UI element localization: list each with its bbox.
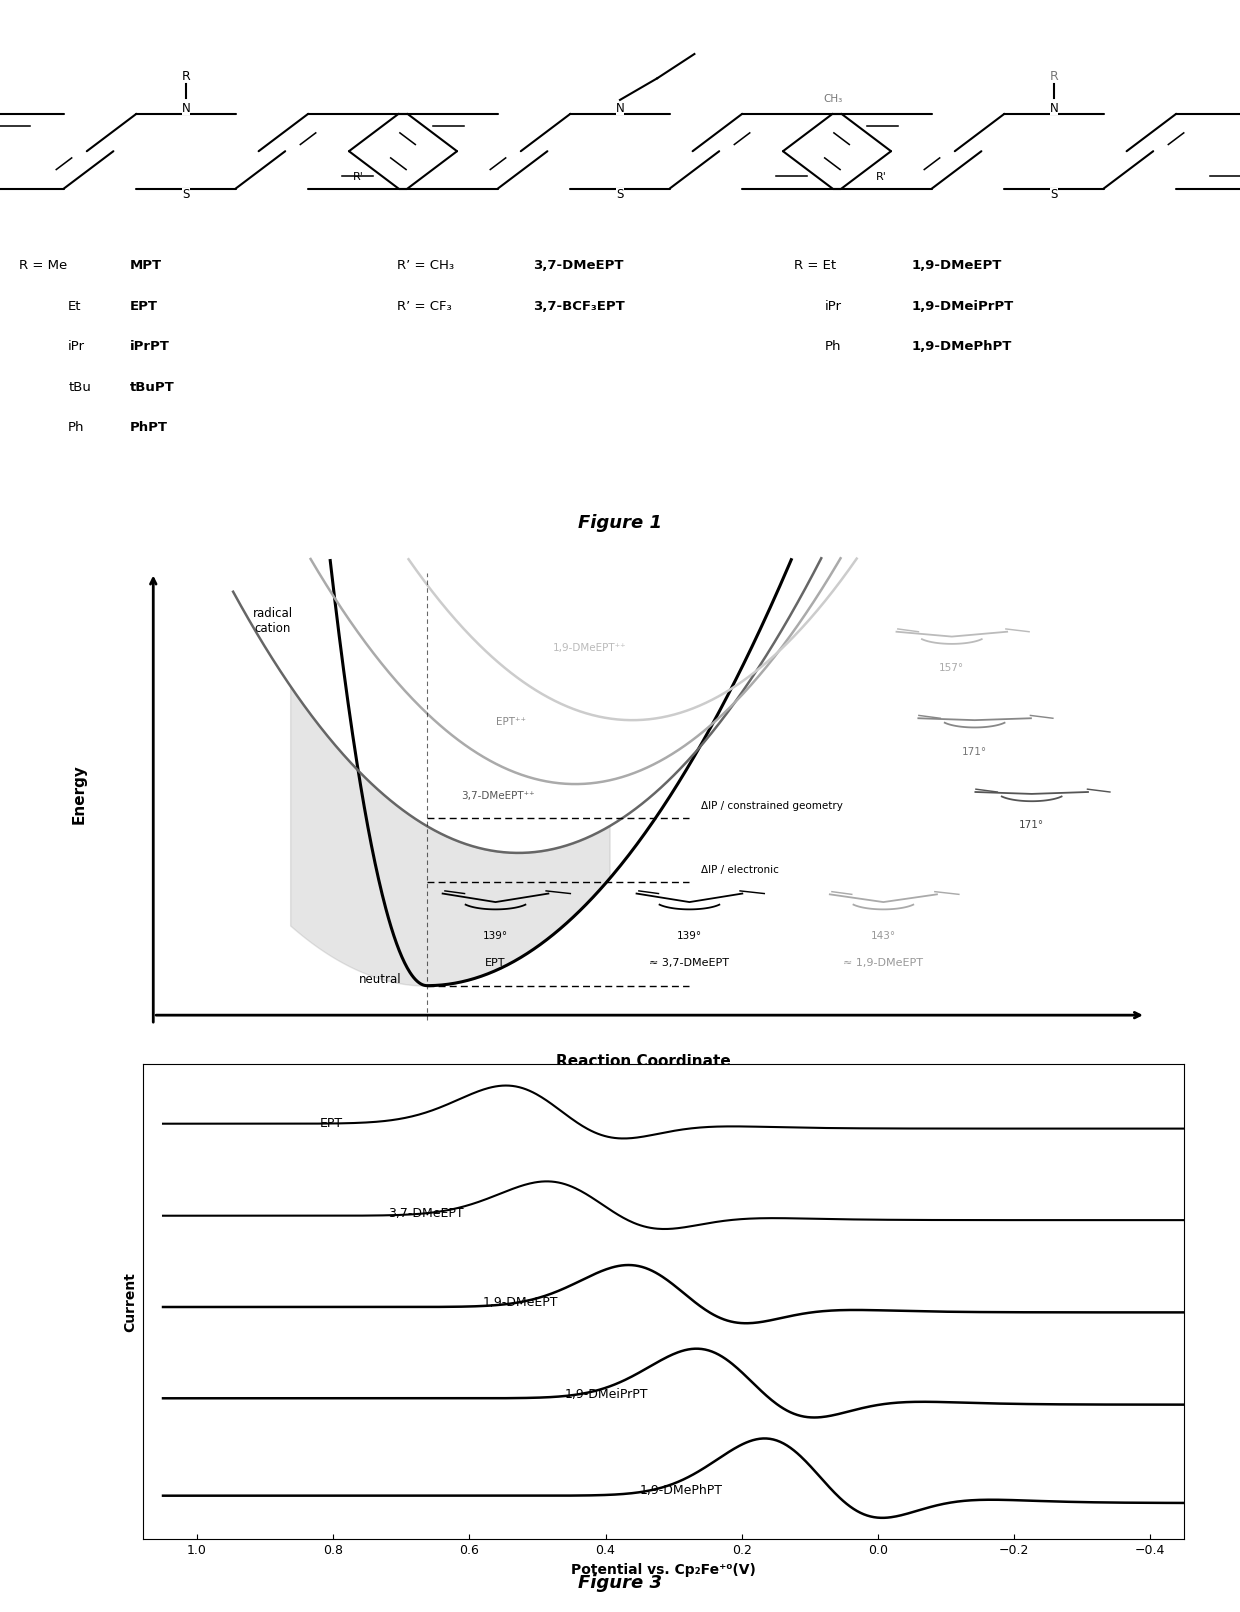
X-axis label: Potential vs. Cp₂Fe⁺⁰(V): Potential vs. Cp₂Fe⁺⁰(V) [570,1564,756,1577]
Text: R’ = CF₃: R’ = CF₃ [397,300,451,313]
Text: iPr: iPr [825,300,842,313]
Text: ΔIP / constrained geometry: ΔIP / constrained geometry [701,801,843,811]
Text: tBu: tBu [68,380,91,393]
Text: 3,7-DMeEPT: 3,7-DMeEPT [388,1206,464,1220]
Text: 157°: 157° [939,663,965,672]
Text: CH₃: CH₃ [823,93,842,103]
Text: 3,7-DMeEPT⁺⁺: 3,7-DMeEPT⁺⁺ [461,791,534,801]
Text: Figure 3: Figure 3 [578,1573,662,1593]
Text: 1,9-DMeiPrPT: 1,9-DMeiPrPT [564,1388,649,1401]
Text: S: S [616,189,624,202]
Text: R = Me: R = Me [19,260,67,272]
Text: 139°: 139° [677,932,702,941]
Text: Figure 1: Figure 1 [578,514,662,532]
Text: 3,7-DMeEPT: 3,7-DMeEPT [533,260,624,272]
Text: iPrPT: iPrPT [130,340,170,353]
Text: 139°: 139° [482,932,508,941]
Text: 171°: 171° [1019,821,1044,830]
Text: R': R' [353,172,363,182]
Text: 143°: 143° [870,932,897,941]
Text: 1,9-DMeEPT: 1,9-DMeEPT [484,1296,558,1309]
Text: Energy: Energy [72,764,87,824]
Text: 1,9-DMeEPT⁺⁺: 1,9-DMeEPT⁺⁺ [553,643,626,653]
Text: S: S [182,189,190,202]
Text: R: R [1049,71,1059,84]
Text: 171°: 171° [962,746,987,756]
Text: R: R [181,71,191,84]
Text: EPT: EPT [130,300,159,313]
Text: Figure 2: Figure 2 [590,1083,675,1103]
Text: EPT: EPT [485,958,506,967]
Text: 3,7-BCF₃EPT: 3,7-BCF₃EPT [533,300,625,313]
Text: 1,9-DMePhPT: 1,9-DMePhPT [911,340,1012,353]
Text: R': R' [877,172,887,182]
Y-axis label: Current: Current [123,1272,138,1332]
Text: 1,9-DMeEPT: 1,9-DMeEPT [911,260,1002,272]
Text: ≈ 3,7-DMeEPT: ≈ 3,7-DMeEPT [650,958,729,967]
Text: PhPT: PhPT [130,421,169,434]
Text: neutral: neutral [358,974,402,987]
Text: R = Et: R = Et [794,260,836,272]
Text: ΔIP / electronic: ΔIP / electronic [701,866,779,875]
Text: Et: Et [68,300,82,313]
Text: Reaction Coordinate: Reaction Coordinate [557,1054,732,1069]
Text: N: N [1049,102,1059,114]
Text: Ph: Ph [825,340,841,353]
Text: S: S [1050,189,1058,202]
Text: 1,9-DMePhPT: 1,9-DMePhPT [640,1483,723,1496]
Text: Ph: Ph [68,421,84,434]
Text: tBuPT: tBuPT [130,380,175,393]
Text: N: N [181,102,191,114]
Text: iPr: iPr [68,340,86,353]
Text: MPT: MPT [130,260,162,272]
Text: EPT⁺⁺: EPT⁺⁺ [496,717,526,727]
Text: EPT: EPT [320,1117,342,1130]
Text: ≈ 1,9-DMeEPT: ≈ 1,9-DMeEPT [843,958,924,967]
Text: radical
cation: radical cation [253,608,293,635]
Text: 1,9-DMeiPrPT: 1,9-DMeiPrPT [911,300,1013,313]
Text: N: N [615,102,625,114]
Text: R’ = CH₃: R’ = CH₃ [397,260,454,272]
